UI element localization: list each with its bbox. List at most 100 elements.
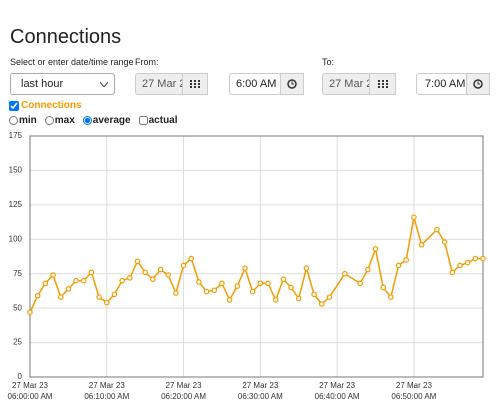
data-point — [42, 280, 49, 287]
data-point — [272, 297, 279, 303]
page-title: Connections — [10, 26, 122, 48]
data-point — [88, 269, 95, 276]
data-point — [318, 301, 325, 307]
to-time[interactable]: 7:00 AM — [416, 73, 467, 95]
data-point — [242, 265, 248, 272]
data-point — [50, 272, 56, 278]
radio[interactable] — [9, 116, 18, 125]
data-point — [418, 241, 425, 248]
data-point — [341, 270, 348, 277]
option[interactable]: actual — [138, 115, 178, 126]
x-tick-label: 06:30:00 AM — [238, 392, 283, 401]
checkbox[interactable] — [9, 100, 19, 111]
data-point — [226, 297, 233, 303]
option-label: average — [92, 115, 131, 126]
data-point — [127, 275, 133, 281]
data-point — [165, 272, 172, 278]
from-date[interactable]: 27 Mar 2 — [135, 73, 183, 95]
data-point — [464, 259, 471, 266]
data-point — [411, 214, 417, 221]
option-label: min — [19, 115, 37, 126]
data-point — [180, 262, 187, 269]
from-time[interactable]: 6:00 AM — [229, 73, 281, 95]
data-point — [234, 283, 241, 289]
data-point — [457, 262, 463, 269]
data-point — [434, 226, 440, 233]
from-label: From: — [135, 57, 159, 67]
data-point — [311, 291, 317, 298]
x-tick-label: 06:00:00 AM — [8, 392, 53, 401]
calendar-button[interactable] — [369, 73, 396, 95]
data-point — [372, 246, 379, 252]
data-point — [211, 287, 218, 294]
data-point — [249, 288, 256, 295]
data-point — [380, 284, 386, 291]
x-tick-label: 27 Mar 23 — [319, 381, 356, 390]
calendar-icon — [377, 80, 388, 88]
data-point — [295, 295, 302, 302]
x-tick-label: 27 Mar 23 — [89, 381, 126, 390]
clock-button[interactable] — [466, 73, 490, 95]
x-tick-label: 27 Mar 23 — [12, 381, 49, 390]
data-point — [395, 262, 402, 269]
option[interactable]: max — [44, 115, 75, 126]
y-tick-label: 75 — [13, 269, 22, 278]
option[interactable]: min — [9, 115, 37, 126]
data-point — [57, 294, 64, 300]
y-tick-label: 175 — [9, 131, 23, 140]
data-point — [357, 280, 363, 287]
data-point — [103, 299, 110, 306]
option-label: actual — [148, 115, 178, 126]
option[interactable]: average — [82, 115, 131, 126]
checkbox[interactable] — [138, 116, 148, 125]
data-point — [157, 266, 164, 273]
data-point — [119, 277, 125, 284]
chart: 0 25 50 75 100 125 150 175 27 Mar 23 06:00:00 AM 2… — [8, 131, 486, 401]
x-tick-label: 06:50:00 AM — [391, 392, 436, 401]
data-point — [80, 277, 87, 284]
series-toggle-label: Connections — [21, 100, 82, 111]
x-tick-label: 06:40:00 AM — [315, 392, 360, 401]
data-point — [73, 277, 79, 284]
data-point — [441, 239, 448, 245]
range-label: Select or enter date/time range — [10, 57, 134, 67]
y-tick-label: 125 — [9, 200, 23, 209]
data-point — [388, 294, 394, 300]
data-point — [449, 269, 456, 276]
series-toggle[interactable]: Connections — [9, 100, 82, 111]
data-point — [65, 286, 72, 292]
radio[interactable] — [82, 116, 92, 125]
data-point — [188, 255, 195, 262]
y-tick-label: 100 — [9, 234, 23, 243]
data-point — [203, 288, 210, 295]
data-point — [150, 276, 156, 283]
data-point — [257, 280, 264, 287]
data-point — [111, 291, 118, 298]
range-select[interactable]: last hour — [10, 73, 115, 95]
clock-icon — [287, 79, 297, 89]
to-date[interactable]: 27 Mar 2 — [322, 73, 370, 95]
y-tick-label: 25 — [13, 338, 22, 347]
data-point — [196, 279, 202, 285]
data-point — [173, 290, 179, 296]
data-point — [280, 276, 287, 283]
x-tick-label: 06:10:00 AM — [84, 392, 129, 401]
data-point — [472, 255, 479, 262]
x-tick-label: 27 Mar 23 — [396, 381, 433, 390]
y-tick-label: 150 — [9, 166, 23, 175]
calendar-button[interactable] — [182, 73, 208, 95]
dropdown-arrow — [100, 82, 108, 87]
data-point — [265, 280, 271, 287]
clock-button[interactable] — [280, 73, 304, 95]
option-label: max — [54, 115, 75, 126]
x-tick-label: 27 Mar 23 — [242, 381, 279, 390]
x-tick-label: 27 Mar 23 — [166, 381, 203, 390]
data-point — [96, 294, 102, 300]
y-tick-label: 0 — [18, 372, 23, 381]
range-select-value: last hour — [21, 78, 64, 90]
x-tick-label: 06:20:00 AM — [161, 392, 206, 401]
data-point — [219, 280, 225, 287]
radio[interactable] — [44, 116, 54, 125]
data-point — [142, 269, 148, 276]
